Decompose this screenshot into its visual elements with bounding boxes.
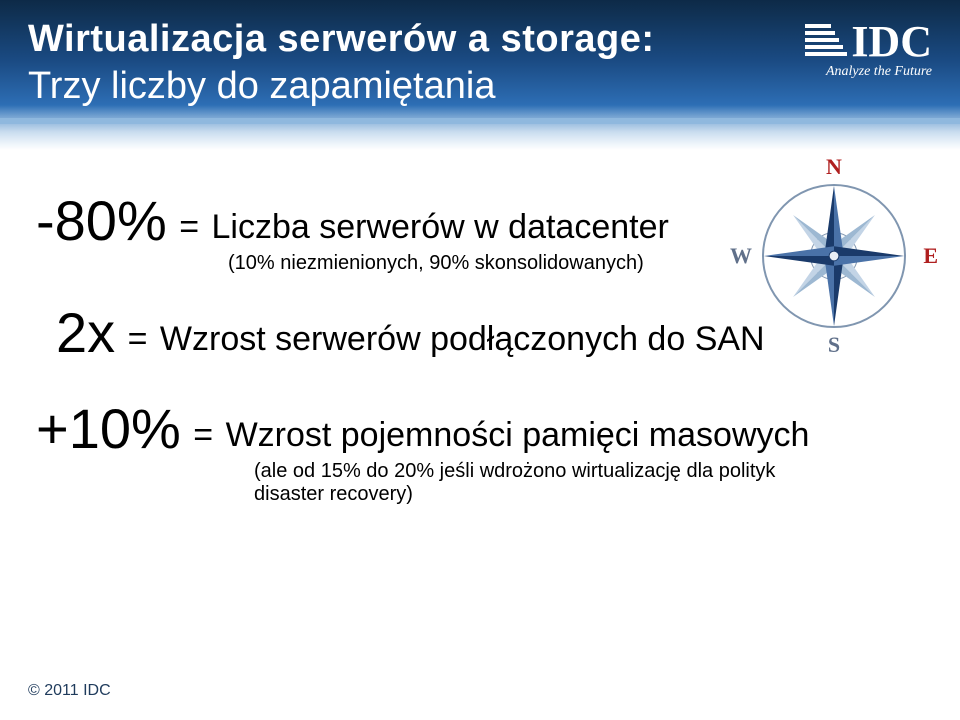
stat1-sub: (10% niezmienionych, 90% skonsolidowanyc… [228,252,644,275]
footer-copyright: © 2011 IDC [28,682,111,700]
equals-sign: = [193,396,213,455]
equals-sign: = [128,300,148,359]
logo-text: IDC [851,22,932,62]
stat2-value: 2x [56,300,115,365]
slide-title: Wirtualizacja serwerów a storage: Trzy l… [28,18,655,108]
slide: Wirtualizacja serwerów a storage: Trzy l… [0,0,960,720]
stat-row-2: 2x = Wzrost serwerów podłączonych do SAN [36,300,765,365]
stat2-desc: Wzrost serwerów podłączonych do SAN [160,300,765,359]
compass-icon: N E S W [734,156,934,356]
compass-rose-icon [756,178,912,334]
stat3-desc: Wzrost pojemności pamięci masowych [226,396,810,455]
compass-s: S [828,332,840,358]
compass-n: N [826,154,842,180]
idc-logo: IDC Analyze the Future [805,22,932,80]
logo-mark: IDC [805,22,932,62]
stat1-value: -80% [36,188,167,253]
equals-sign: = [179,188,199,247]
compass-w: W [730,243,752,269]
title-line-1: Wirtualizacja serwerów a storage: [28,18,655,61]
header-stripe [0,118,960,124]
stat-row-1: -80% = Liczba serwerów w datacenter (10%… [36,188,669,253]
logo-bars-icon [805,22,847,56]
stat3-value: +10% [36,396,181,461]
stat1-desc: Liczba serwerów w datacenter [212,188,669,247]
stat-row-3: +10% = Wzrost pojemności pamięci masowyc… [36,396,809,461]
logo-tagline: Analyze the Future [805,64,932,80]
stat3-sub: (ale od 15% do 20% jeśli wdrożono wirtua… [254,460,809,506]
compass-e: E [923,243,938,269]
title-line-2: Trzy liczby do zapamiętania [28,65,655,108]
